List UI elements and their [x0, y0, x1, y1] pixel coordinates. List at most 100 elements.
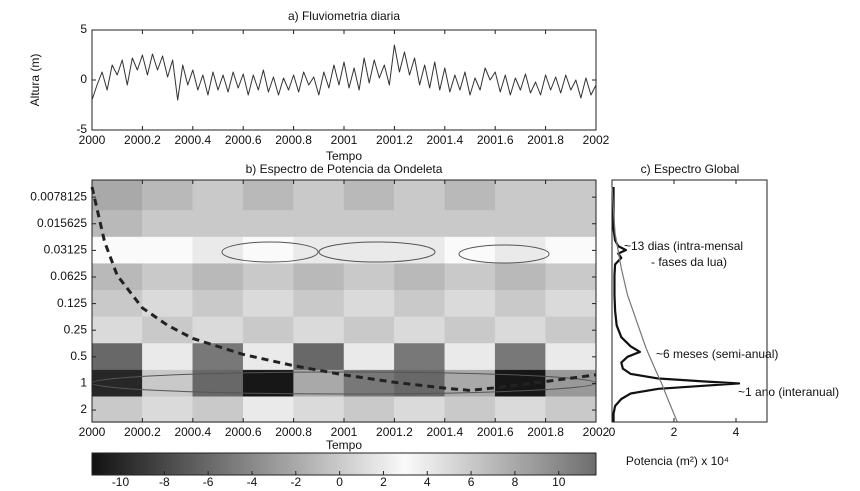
heatmap-cell — [142, 210, 192, 237]
colorbar-swatch — [274, 453, 276, 475]
series-line — [612, 187, 677, 422]
heatmap-cell — [445, 317, 495, 344]
y-tick-label: 0 — [80, 72, 87, 86]
colorbar-swatch — [122, 453, 124, 475]
heatmap-cell — [394, 290, 444, 317]
colorbar-swatch — [550, 453, 552, 475]
colorbar-swatch — [196, 453, 198, 475]
colorbar-swatch — [518, 453, 520, 475]
x-tick-label: 2000.8 — [275, 425, 312, 439]
colorbar-swatch — [572, 453, 574, 475]
colorbar-swatch — [498, 453, 500, 475]
heatmap-cell — [92, 290, 142, 317]
colorbar-swatch — [298, 453, 300, 475]
heatmap-cell — [92, 344, 142, 371]
heatmap-cell — [294, 397, 344, 423]
colorbar-swatch — [502, 453, 504, 475]
colorbar-swatch — [156, 453, 158, 475]
colorbar-swatch — [556, 453, 558, 475]
colorbar-swatch — [116, 453, 118, 475]
colorbar-swatch — [150, 453, 152, 475]
heatmap-cell — [495, 264, 545, 291]
panel-title: c) Espectro Global — [641, 162, 740, 176]
colorbar-swatch — [144, 453, 146, 475]
colorbar-swatch — [182, 453, 184, 475]
colorbar-swatch — [406, 453, 408, 475]
heatmap-cell — [344, 264, 394, 291]
colorbar-swatch — [176, 453, 178, 475]
colorbar-swatch — [496, 453, 498, 475]
x-tick-label: 2001.8 — [527, 133, 564, 147]
colorbar-swatch — [218, 453, 220, 475]
colorbar-swatch — [564, 453, 566, 475]
colorbar-swatch — [352, 453, 354, 475]
colorbar-swatch — [94, 453, 96, 475]
colorbar-swatch — [476, 453, 478, 475]
heatmap-cell — [92, 237, 142, 264]
colorbar-swatch — [552, 453, 554, 475]
colorbar-swatch — [440, 453, 442, 475]
colorbar-swatch — [586, 453, 588, 475]
heatmap-cell — [546, 237, 596, 264]
colorbar-swatch — [302, 453, 304, 475]
colorbar-swatch — [444, 453, 446, 475]
colorbar-swatch — [416, 453, 418, 475]
colorbar-swatch — [468, 453, 470, 475]
colorbar-swatch — [344, 453, 346, 475]
colorbar-swatch — [244, 453, 246, 475]
colorbar-swatch — [212, 453, 214, 475]
colorbar-swatch — [146, 453, 148, 475]
colorbar-swatch — [584, 453, 586, 475]
colorbar-swatch — [346, 453, 348, 475]
colorbar-tick-label: 10 — [552, 475, 566, 489]
colorbar-swatch — [412, 453, 414, 475]
heatmap-cell — [344, 210, 394, 237]
colorbar-swatch — [530, 453, 532, 475]
colorbar-swatch — [466, 453, 468, 475]
colorbar-swatch — [504, 453, 506, 475]
heatmap-cell — [445, 397, 495, 423]
colorbar-swatch — [292, 453, 294, 475]
heatmap-cell — [294, 290, 344, 317]
colorbar-swatch — [508, 453, 510, 475]
annotation: ~13 dias (intra-mensal — [624, 239, 743, 253]
x-tick-label: 2 — [671, 425, 678, 439]
heatmap-cell — [495, 344, 545, 371]
colorbar-swatch — [400, 453, 402, 475]
colorbar-swatch — [378, 453, 380, 475]
colorbar-swatch — [124, 453, 126, 475]
heatmap-cell — [142, 397, 192, 423]
colorbar-swatch — [104, 453, 106, 475]
colorbar-swatch — [180, 453, 182, 475]
colorbar-swatch — [172, 453, 174, 475]
colorbar-swatch — [408, 453, 410, 475]
colorbar-swatch — [216, 453, 218, 475]
heatmap-cell — [243, 264, 293, 291]
colorbar-swatch — [198, 453, 200, 475]
colorbar-swatch — [592, 453, 594, 475]
annotation: - fases da lua) — [651, 255, 727, 269]
colorbar-swatch — [192, 453, 194, 475]
colorbar-swatch — [526, 453, 528, 475]
heatmap-cell — [142, 344, 192, 371]
colorbar-swatch — [230, 453, 232, 475]
heatmap-cell — [344, 344, 394, 371]
heatmap-cell — [92, 264, 142, 291]
colorbar-swatch — [262, 453, 264, 475]
colorbar-tick-label: -10 — [112, 475, 130, 489]
heatmap-cell — [243, 317, 293, 344]
y-tick-label: 0.125 — [57, 296, 87, 310]
colorbar-swatch — [142, 453, 144, 475]
colorbar-tick-label: -2 — [290, 475, 301, 489]
colorbar-swatch — [448, 453, 450, 475]
colorbar-swatch — [366, 453, 368, 475]
colorbar-swatch — [376, 453, 378, 475]
x-tick-label: 2001.4 — [426, 133, 463, 147]
colorbar-swatch — [266, 453, 268, 475]
colorbar-swatch — [510, 453, 512, 475]
heatmap-cell — [445, 210, 495, 237]
colorbar-swatch — [136, 453, 138, 475]
colorbar-tick-label: -4 — [247, 475, 258, 489]
colorbar-swatch — [110, 453, 112, 475]
colorbar-swatch — [232, 453, 234, 475]
